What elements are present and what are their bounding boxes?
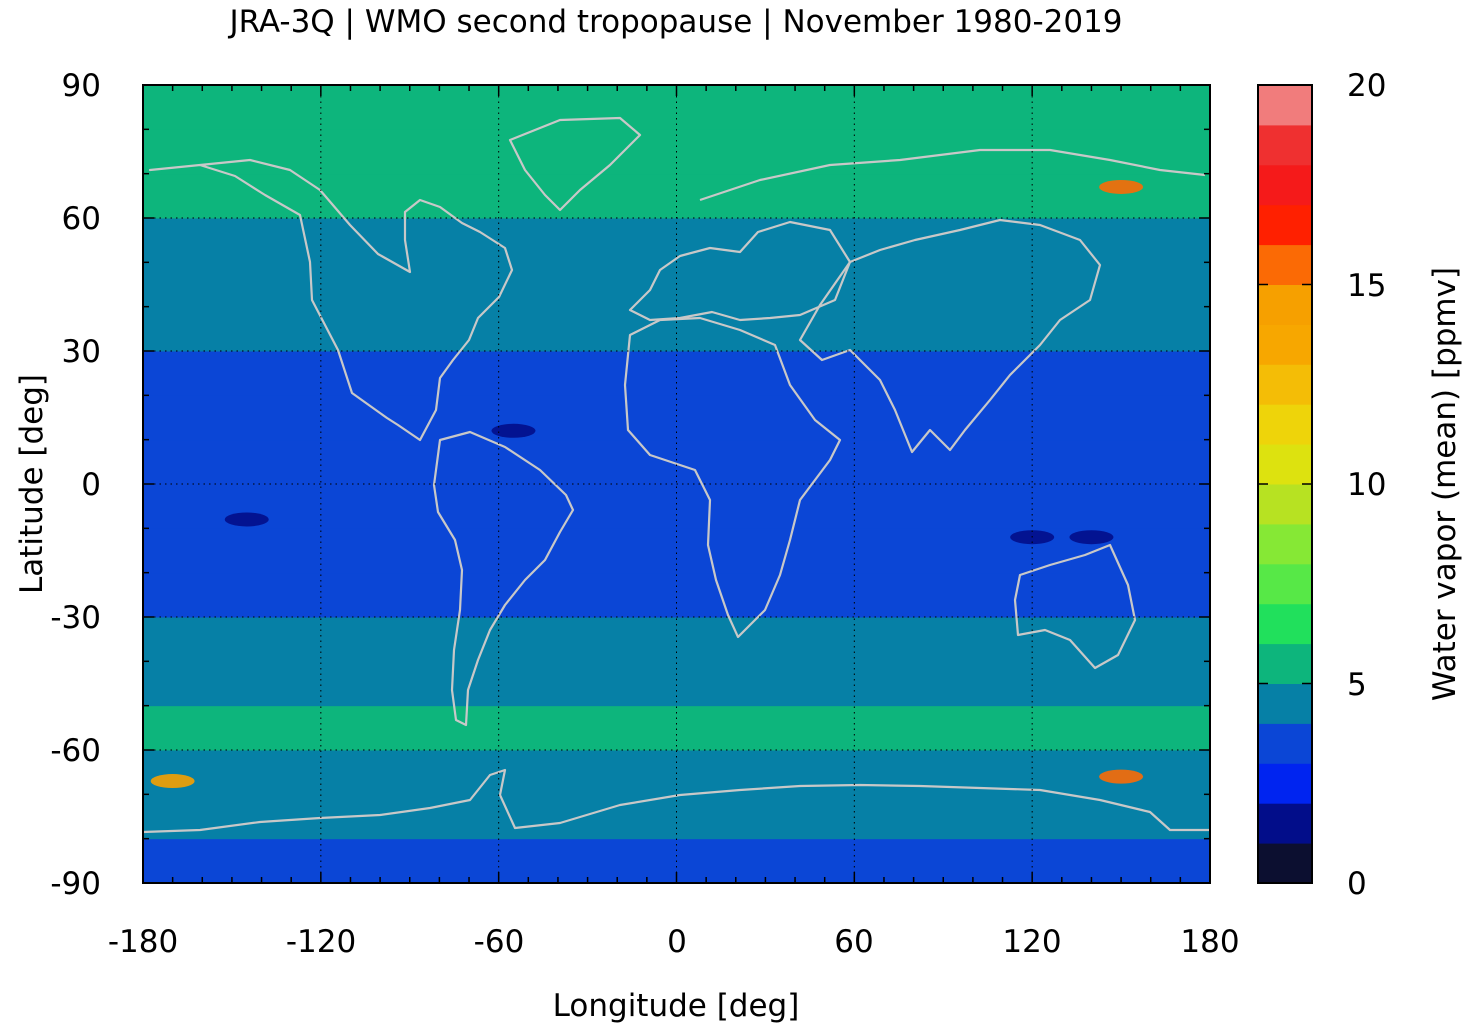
colorbar-label: Water vapor (mean) [ppmv] — [1427, 267, 1463, 701]
x-tick-label: -60 — [474, 924, 525, 960]
hotspot-feature — [150, 774, 195, 789]
colorbar-swatch — [1258, 284, 1312, 325]
coastline-asia — [798, 218, 1102, 454]
colorbar-swatch — [1258, 404, 1312, 445]
x-tick-label: 120 — [1002, 924, 1061, 960]
y-tick-label: 30 — [62, 334, 101, 370]
colorbar-swatch — [1258, 523, 1312, 565]
y-tick-label: -60 — [50, 733, 101, 769]
colorbar-tick-label: 10 — [1347, 467, 1386, 503]
y-tick-label: -30 — [50, 600, 101, 636]
hotspot-feature — [491, 423, 536, 438]
latitude-band — [143, 484, 1210, 529]
hotspot-feature — [1099, 179, 1144, 194]
x-tick-label: 180 — [1180, 924, 1239, 960]
colorbar-swatch — [1258, 603, 1312, 645]
colorbar-swatch — [1258, 643, 1312, 684]
hotspot-feature — [1099, 769, 1144, 784]
colorbar-swatch — [1258, 723, 1312, 764]
colorbar-tick-label: 15 — [1347, 268, 1386, 304]
coastline-south-america — [432, 430, 575, 727]
coastline-africa — [623, 316, 842, 639]
latitude-band — [143, 439, 1210, 485]
colorbar-swatch — [1258, 364, 1312, 405]
x-tick-label: -120 — [286, 924, 356, 960]
coastline-siberia — [699, 148, 1206, 202]
colorbar-swatches — [1258, 85, 1312, 884]
hotspot-feature — [224, 512, 269, 527]
colorbar-swatch — [1258, 803, 1312, 844]
colorbar-swatch — [1258, 204, 1312, 246]
x-tick-labels: -180 -120 -60 0 60 120 180 — [108, 924, 1240, 960]
hotspot-features — [150, 179, 1144, 789]
colorbar-swatch — [1258, 244, 1312, 285]
coastline-greenland — [508, 116, 642, 212]
coastline-north-america — [148, 158, 514, 442]
colorbar-ticks — [1258, 84, 1312, 884]
latitude-band — [143, 395, 1210, 441]
colorbar-swatch — [1258, 324, 1312, 365]
colorbar-swatch — [1258, 563, 1312, 605]
coastline-australia — [1013, 543, 1137, 670]
x-axis-label: Longitude [deg] — [553, 988, 800, 1024]
colorbar-swatch — [1258, 85, 1312, 126]
colorbar-swatch — [1258, 164, 1312, 206]
y-tick-label: -90 — [50, 866, 101, 902]
coastline-europe — [628, 220, 852, 322]
latitude-band — [143, 617, 1210, 662]
colorbar-swatch — [1258, 444, 1312, 485]
y-tick-label: 60 — [62, 201, 101, 237]
colorbar-tick-label: 20 — [1347, 68, 1386, 104]
y-axis-label: Latitude [deg] — [14, 374, 50, 594]
colorbar-swatch — [1258, 484, 1312, 525]
x-tick-label: -180 — [108, 924, 178, 960]
hotspot-feature — [1069, 530, 1114, 545]
latitude-band — [143, 351, 1210, 396]
colorbar-tick-labels: 0 5 10 15 20 — [1347, 68, 1386, 902]
colorbar-tick-label: 0 — [1347, 866, 1367, 902]
coastline-antarctica — [143, 768, 1210, 834]
colorbar-swatch — [1258, 763, 1312, 804]
colorbar: 0 5 10 15 20 Water vapor (mean) [ppmv] — [1257, 68, 1463, 902]
coastlines — [143, 116, 1210, 834]
x-tick-label: 60 — [834, 924, 873, 960]
colorbar-swatch — [1258, 843, 1312, 884]
y-tick-labels: 90 60 30 0 -30 -60 -90 — [50, 68, 101, 902]
chart-title: JRA-3Q | WMO second tropopause | Novembe… — [227, 4, 1122, 40]
latitude-band — [143, 572, 1210, 618]
axis-ticks — [142, 84, 1211, 884]
colorbar-swatch — [1258, 124, 1312, 166]
colorbar-swatch — [1258, 683, 1312, 724]
plot-area — [142, 84, 1211, 884]
gridlines — [143, 85, 1210, 883]
y-tick-label: 0 — [81, 467, 101, 503]
colorbar-tick-label: 5 — [1347, 667, 1367, 703]
y-tick-label: 90 — [62, 68, 101, 104]
x-tick-label: 0 — [667, 924, 687, 960]
